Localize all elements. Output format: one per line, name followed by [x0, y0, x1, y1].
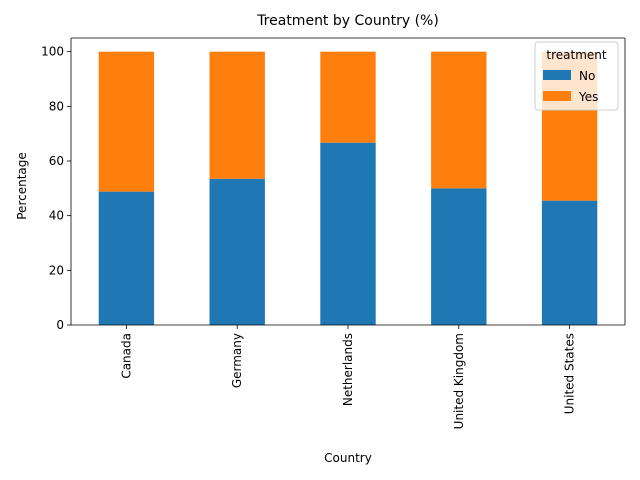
- x-axis-title: Country: [324, 451, 372, 465]
- bar-yes-canada: [98, 51, 155, 192]
- bar-yes-united-kingdom: [431, 51, 487, 189]
- bar-yes-netherlands: [320, 51, 376, 143]
- y-tick-label: 80: [49, 99, 64, 113]
- bar-no-germany: [209, 178, 265, 325]
- legend-swatch-yes: [543, 91, 571, 101]
- x-tick-label: United Kingdom: [452, 333, 466, 429]
- x-tick-label: Germany: [230, 333, 244, 388]
- legend-label-no: No: [579, 69, 595, 83]
- bar-no-netherlands: [320, 142, 376, 325]
- y-axis-title: Percentage: [15, 152, 29, 220]
- y-tick-label: 60: [49, 154, 64, 168]
- y-tick-label: 100: [41, 45, 64, 59]
- bar-yes-germany: [209, 51, 265, 179]
- bar-no-united-states: [541, 200, 598, 325]
- x-tick-label: Netherlands: [341, 333, 355, 406]
- bar-no-united-kingdom: [431, 188, 487, 325]
- x-tick-label: Canada: [119, 333, 133, 379]
- legend-swatch-no: [543, 70, 571, 80]
- legend-title: treatment: [546, 48, 606, 62]
- x-tick-label: United States: [563, 333, 577, 414]
- legend-label-yes: Yes: [578, 90, 598, 104]
- chart-title: Treatment by Country (%): [256, 13, 439, 29]
- axes-group: 0 20 40 60 80 100 Canada Germany Netherlands Unit…: [41, 37, 626, 429]
- bar-no-canada: [98, 191, 155, 325]
- y-tick-label: 20: [49, 263, 64, 277]
- y-tick-label: 40: [49, 209, 64, 223]
- y-tick-label: 0: [56, 318, 64, 332]
- legend: treatment No Yes: [534, 41, 619, 111]
- bars-group: [98, 51, 598, 325]
